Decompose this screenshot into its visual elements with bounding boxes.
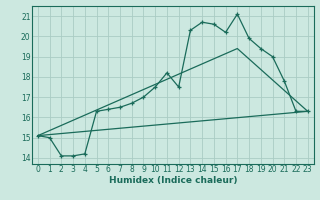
X-axis label: Humidex (Indice chaleur): Humidex (Indice chaleur) <box>108 176 237 185</box>
